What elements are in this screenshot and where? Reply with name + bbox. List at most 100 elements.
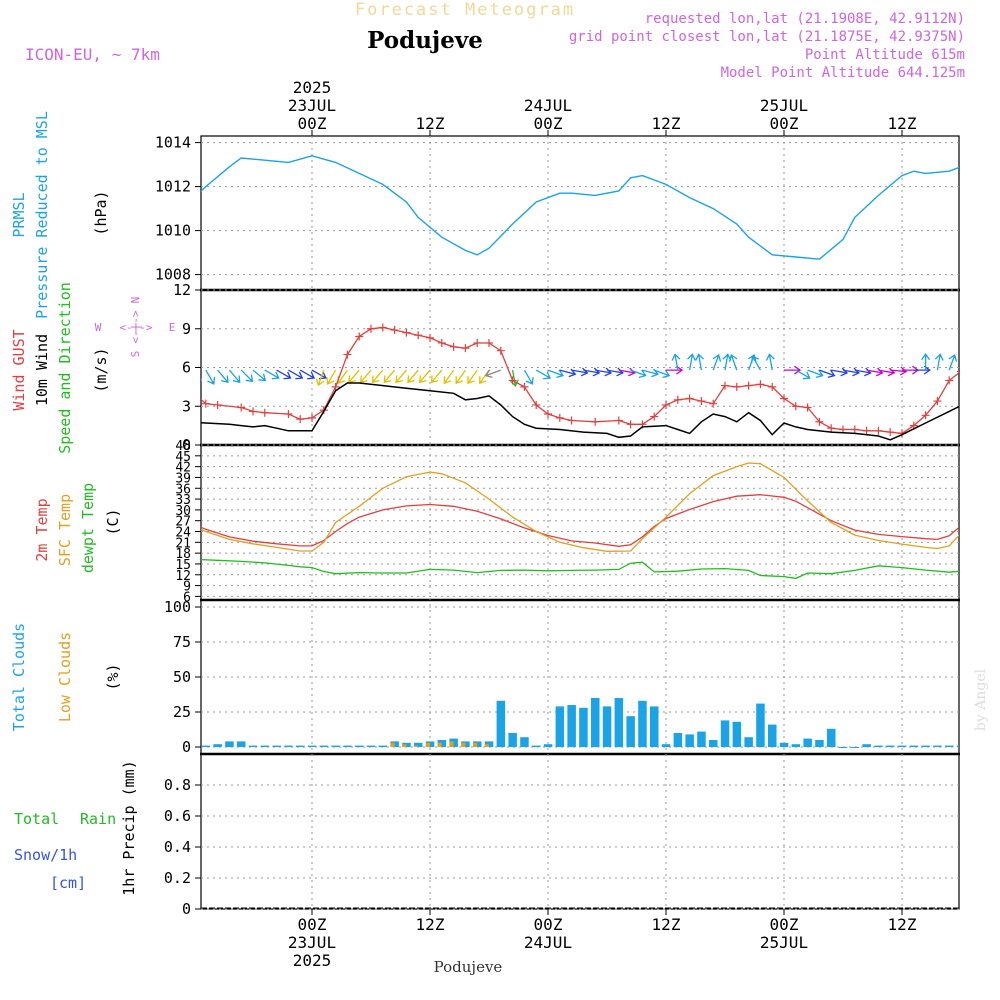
total-cloud-bar <box>862 744 871 747</box>
total-cloud-bar <box>886 745 895 747</box>
wind-arrow <box>371 369 384 384</box>
wind-arrow <box>996 361 1000 370</box>
wind-arrow <box>948 353 958 371</box>
top-time-label: 00Z <box>770 114 799 133</box>
total-cloud-bar <box>579 707 588 747</box>
total-cloud-bar <box>897 745 907 747</box>
hpa-unit: (hPa) <box>92 190 110 235</box>
series-line <box>201 382 959 441</box>
gust-marker <box>284 410 293 418</box>
gust-marker <box>933 397 942 406</box>
gust-marker <box>981 348 989 356</box>
gust-marker <box>378 323 387 332</box>
total-cloud-bar <box>248 745 258 747</box>
total-cloud-bar <box>484 741 494 747</box>
gust-marker <box>626 420 635 429</box>
bottom-time-label: 25JUL <box>760 933 808 952</box>
plot-frame <box>200 135 960 910</box>
wind-arrow <box>523 369 534 385</box>
total-cloud-bar <box>956 745 959 747</box>
location-title: Podujeve <box>367 27 483 54</box>
gust-marker <box>143 303 151 311</box>
top-time-label: 25JUL <box>760 96 808 115</box>
wind-arrow <box>807 369 824 379</box>
low-cloud-bar <box>390 742 395 747</box>
ytick-label: 12 <box>173 281 191 299</box>
low-cloud-bar <box>461 742 466 747</box>
top-time-label: 00Z <box>298 114 327 133</box>
gust-marker <box>260 408 269 417</box>
total-cloud-bar <box>425 741 435 747</box>
gust-marker <box>591 417 600 426</box>
total-cloud-bar <box>225 741 234 747</box>
wind-arrow <box>671 353 681 371</box>
gust-marker <box>496 346 505 355</box>
ytick-label: 0 <box>182 738 191 756</box>
gust-marker <box>567 416 576 425</box>
total-cloud-bar <box>732 721 742 747</box>
bottom-time-label: 23JUL <box>288 933 336 952</box>
total-cloud-bar <box>638 700 647 747</box>
compass-s: S <box>129 351 142 358</box>
series-sfc-temp <box>201 462 959 552</box>
total-cloud-bar <box>437 740 447 747</box>
gust-marker <box>709 399 718 408</box>
top-time-label: 12Z <box>652 114 681 133</box>
wind-arrow <box>653 369 671 379</box>
product-title: Forecast Meteogram <box>355 0 575 20</box>
ytick-label: 21 <box>175 536 191 551</box>
gust-marker <box>862 426 871 435</box>
wind-arrow <box>299 369 316 380</box>
gust-marker <box>166 339 174 347</box>
top-time-label: 2025 <box>293 78 332 97</box>
ytick-label: 15 <box>175 558 191 573</box>
total-cloud-bar <box>331 745 340 747</box>
gust-marker <box>756 380 765 389</box>
wind-arrow <box>315 369 325 387</box>
low-cloud-bar <box>484 744 489 747</box>
low-cloud-bar <box>414 745 419 747</box>
gust-marker <box>685 394 694 403</box>
total-cloud-bar <box>768 724 777 747</box>
total-cloud-bar <box>296 745 305 747</box>
wind-arrow <box>784 365 802 375</box>
total-cloud-bar <box>921 745 930 747</box>
wind-arrow <box>217 369 229 384</box>
gust-marker <box>178 376 186 384</box>
gust-marker <box>520 382 529 391</box>
snow-label: Snow/1h <box>14 846 77 864</box>
wind-arrow <box>201 378 202 383</box>
pct-unit: (%) <box>104 663 122 690</box>
total-cloud-bar <box>414 742 423 747</box>
temp2m-label: 2m Temp <box>33 498 51 561</box>
gridpoint-coords: grid point closest lon,lat (21.1875E, 42… <box>569 29 965 45</box>
series-2m-temp <box>201 494 959 547</box>
total-cloud-bar <box>378 745 388 747</box>
total-cloud-bar <box>543 744 553 747</box>
ytick-label: 12 <box>175 569 191 584</box>
gust-marker <box>921 411 930 420</box>
low-cloud-bar <box>402 744 407 747</box>
wind-arrow <box>467 369 478 385</box>
wind-arrow <box>712 353 722 371</box>
cm-label: [cm] <box>50 874 86 892</box>
gust-marker <box>213 400 222 409</box>
ytick-label: 36 <box>175 482 191 497</box>
compass-n: N <box>129 297 142 304</box>
ytick-label: 25 <box>173 703 191 721</box>
wind-arrow <box>430 369 443 384</box>
ytick-label: 6 <box>183 590 191 605</box>
gust-marker <box>969 356 977 364</box>
total-cloud-bar <box>154 746 163 747</box>
gust-marker <box>744 381 753 390</box>
total-cloud-bar <box>673 733 683 747</box>
wind-arrow <box>252 369 267 382</box>
total-cloud-bar <box>614 698 624 747</box>
total-cloud-bar <box>969 746 978 747</box>
gust-label: Wind GUST <box>10 329 28 410</box>
wind-arrow <box>326 369 337 385</box>
total-cloud-bar <box>992 746 1000 747</box>
gust-marker <box>768 382 777 391</box>
total-cloud-bar <box>933 745 942 747</box>
wind-arrow <box>819 369 836 379</box>
